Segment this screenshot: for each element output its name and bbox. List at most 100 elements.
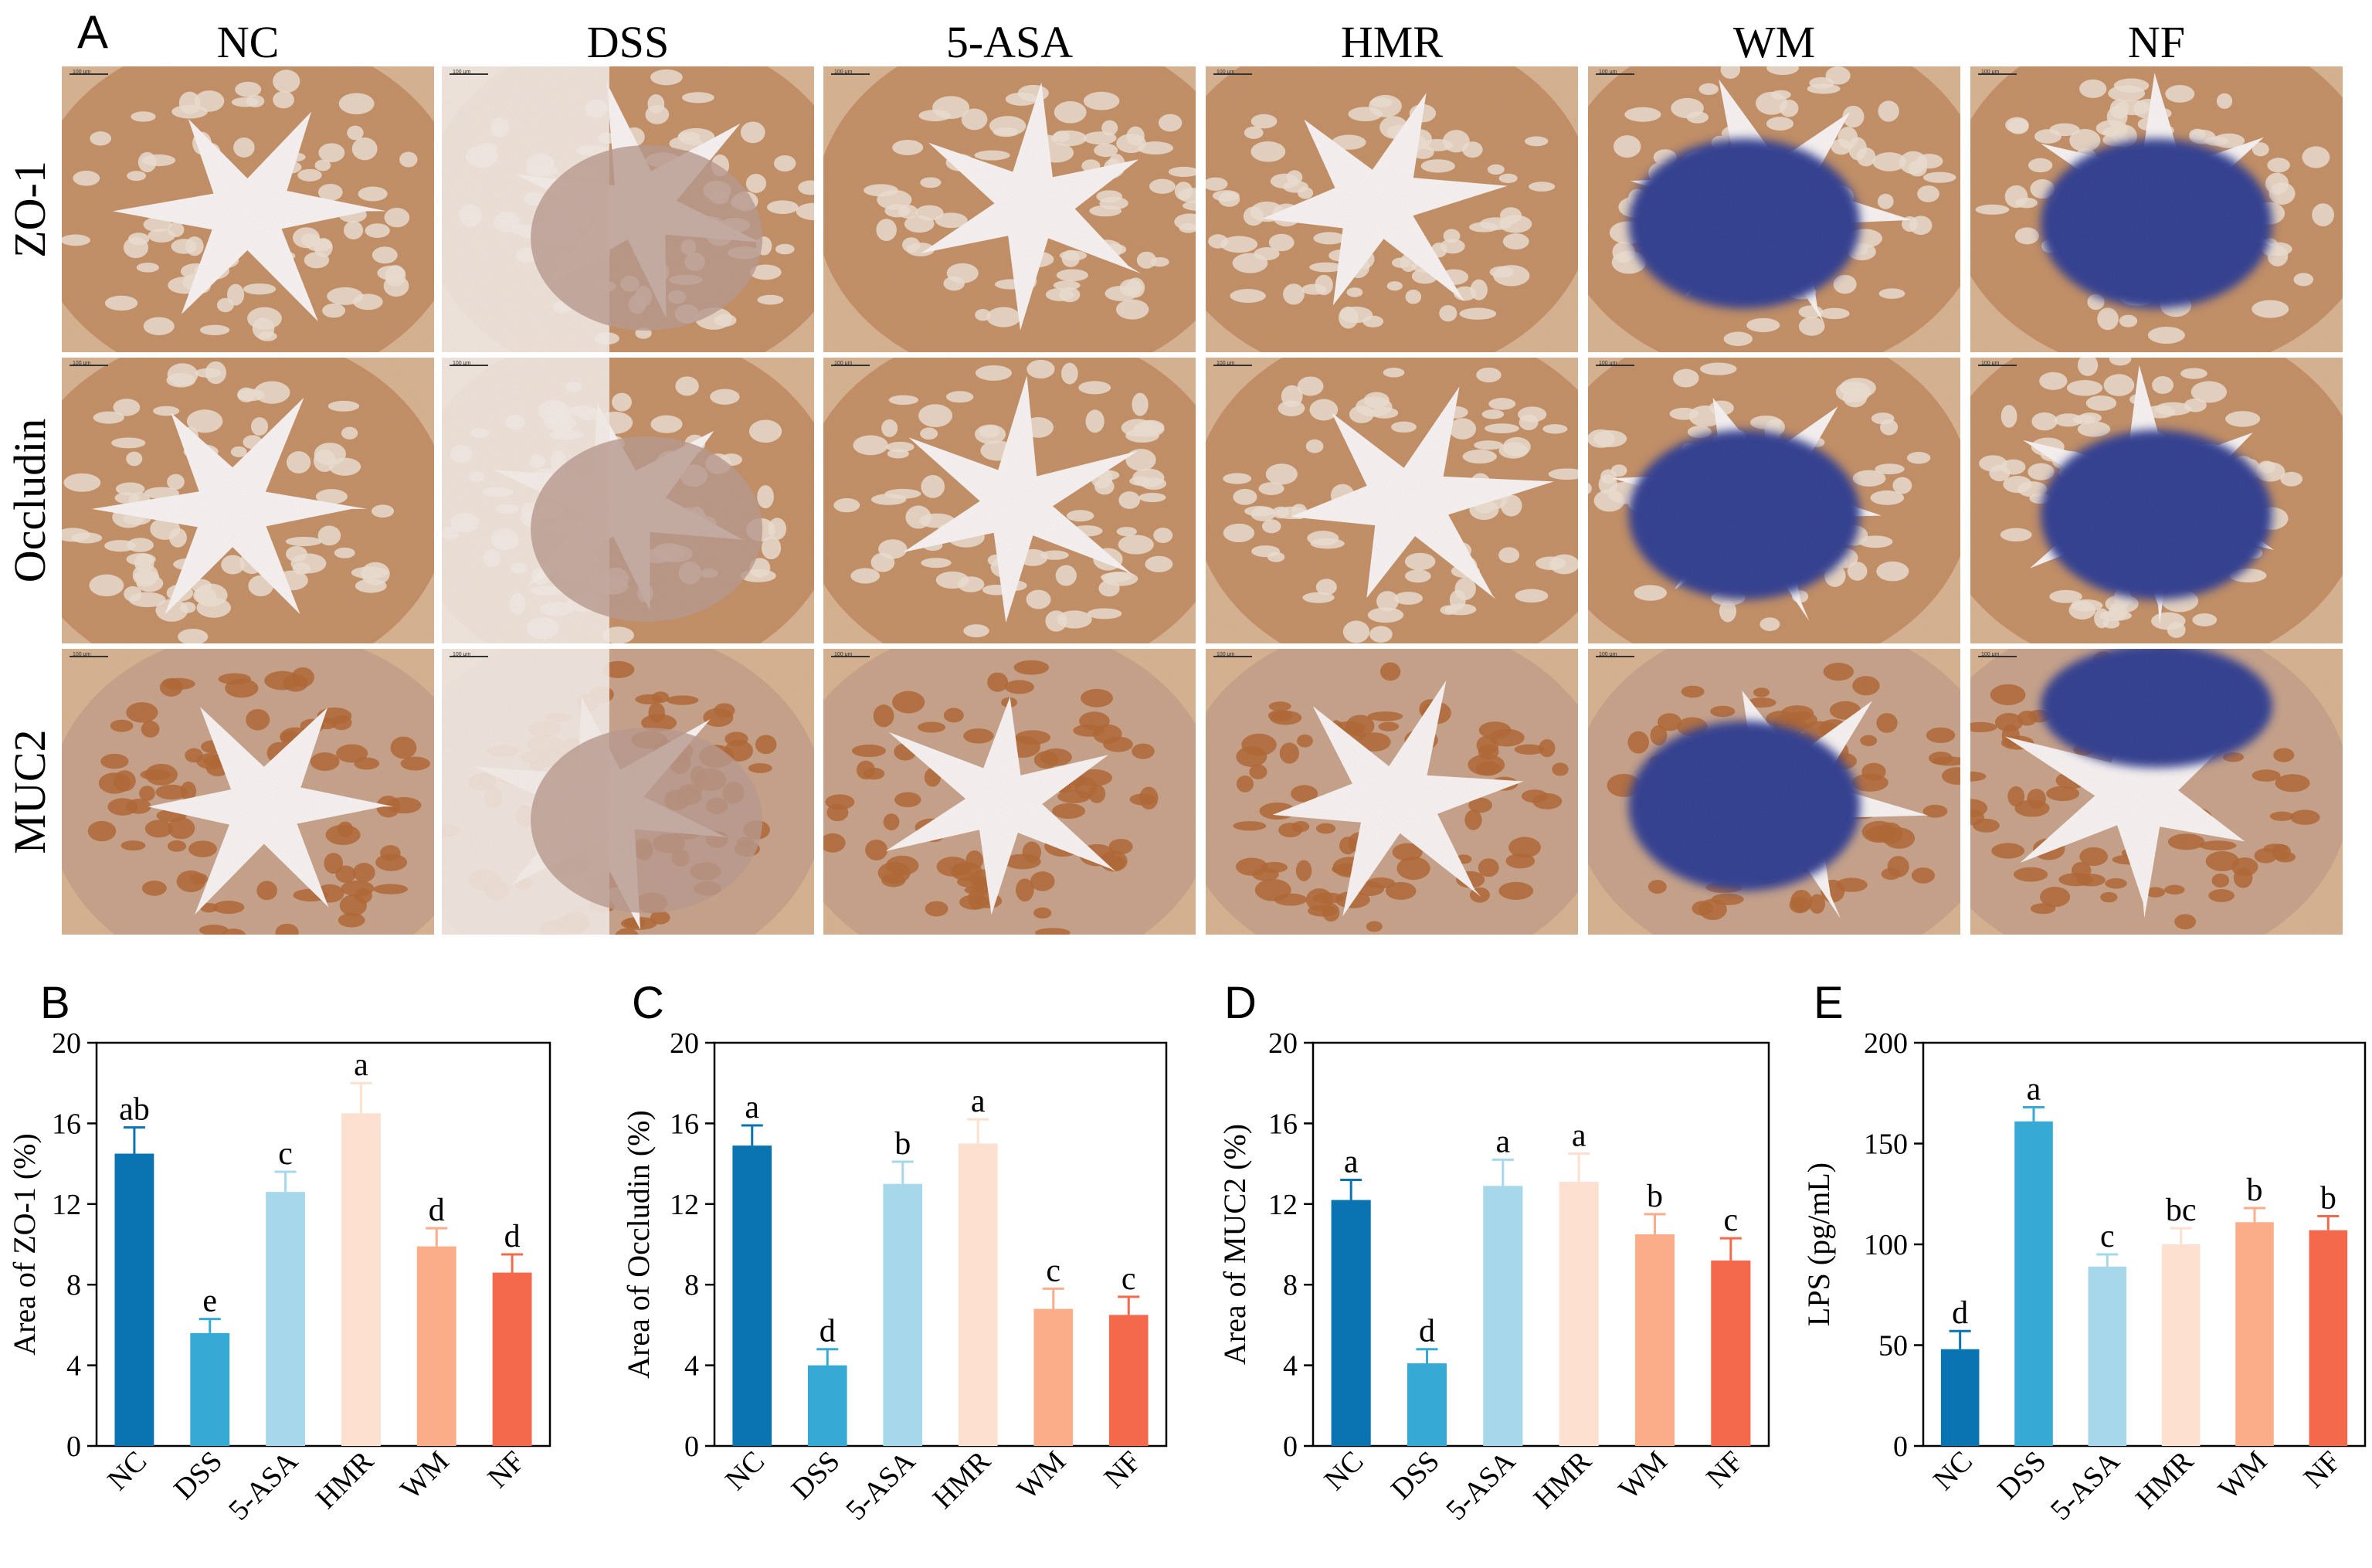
bar-5-asa — [1483, 1186, 1523, 1446]
column-header-nf: NF — [2128, 17, 2185, 67]
column-header-hmr: HMR — [1341, 17, 1443, 67]
x-tick-label-5-asa: 5-ASA — [840, 1444, 921, 1526]
chart-panel-b: B 0 4 8 12 16 20 Area of ZO-1 (%) ab NC e DSS c 5-ASA… — [7, 978, 551, 1527]
row-label-muc2: MUC2 — [5, 729, 55, 854]
bar-nf — [492, 1272, 532, 1446]
x-tick-label-hmr: HMR — [1528, 1444, 1598, 1515]
plot-frame — [1312, 1041, 1770, 1448]
y-tick-label: 16 — [1268, 1108, 1298, 1140]
y-tick-label: 16 — [670, 1108, 699, 1140]
bar-hmr — [341, 1113, 381, 1446]
bar-wm — [1033, 1308, 1074, 1446]
micrograph-muc2-nc: 100 μm — [62, 649, 434, 935]
bar-5-asa — [266, 1192, 306, 1446]
y-tick-label: 0 — [1283, 1431, 1298, 1463]
bar-nf — [1711, 1260, 1751, 1446]
scale-bar-label: 100 μm — [1599, 652, 1617, 657]
bar-dss — [190, 1332, 230, 1446]
significance-letter-5-asa: c — [2100, 1219, 2115, 1254]
significance-letter-hmr: a — [971, 1084, 986, 1119]
significance-letter-nf: c — [1724, 1203, 1739, 1238]
panel-label-a: A — [77, 6, 108, 58]
significance-letter-nc: a — [745, 1090, 759, 1125]
row-label-zo-1: ZO-1 — [5, 161, 55, 258]
x-tick-label-wm: WM — [2212, 1445, 2273, 1506]
x-tick-label-wm: WM — [395, 1445, 456, 1506]
chart-panel-d: D 0 4 8 12 16 20 Area of MUC2 (%) a NC d DSS a 5-ASA a… — [1217, 978, 1770, 1527]
bar-nc — [732, 1145, 772, 1446]
micrograph-zo-1-wm: 100 μm — [1588, 66, 1960, 352]
x-tick-label-hmr: HMR — [2129, 1444, 2200, 1515]
x-tick-label-wm: WM — [1011, 1445, 1072, 1506]
scale-bar-label: 100 μm — [834, 361, 853, 366]
y-tick-label: 20 — [52, 1027, 81, 1060]
bar-nc — [1331, 1200, 1371, 1446]
significance-letter-dss: d — [820, 1314, 836, 1349]
significance-letter-5-asa: b — [894, 1126, 911, 1162]
x-tick-label-dss: DSS — [1991, 1445, 2052, 1506]
micrograph-occludin-nc: 100 μm — [62, 358, 434, 643]
y-tick-label: 100 — [1864, 1229, 1908, 1261]
scale-bar-label: 100 μm — [1217, 652, 1235, 657]
x-tick-label-hmr: HMR — [310, 1444, 380, 1515]
bar-5-asa — [2088, 1266, 2127, 1446]
x-tick-label-nf: NF — [481, 1445, 531, 1495]
micrograph-zo-1-dss: 100 μm — [442, 66, 814, 352]
scale-bar-label: 100 μm — [73, 361, 91, 366]
plot-frame — [713, 1041, 1168, 1448]
y-axis-label: LPS (pg/mL) — [1801, 1162, 1836, 1326]
y-tick-label: 8 — [1283, 1269, 1298, 1302]
significance-letter-5-asa: a — [1496, 1124, 1511, 1159]
significance-letter-dss: a — [2027, 1072, 2041, 1108]
significance-letter-5-asa: c — [278, 1136, 293, 1172]
row-label-occludin: Occludin — [5, 419, 55, 583]
micrograph-zo-1-hmr: 100 μm — [1206, 66, 1578, 352]
significance-letter-nc: ab — [119, 1092, 150, 1128]
y-tick-label: 200 — [1864, 1027, 1908, 1060]
significance-letter-hmr: bc — [2166, 1193, 2197, 1228]
scale-bar-label: 100 μm — [1217, 70, 1235, 75]
x-tick-label-nf: NF — [2298, 1445, 2347, 1495]
y-tick-label: 0 — [684, 1431, 699, 1463]
y-tick-label: 4 — [684, 1350, 699, 1383]
bar-wm — [2235, 1222, 2274, 1446]
panel-label-d: D — [1224, 978, 1257, 1028]
bar-nf — [2309, 1230, 2348, 1446]
y-tick-label: 4 — [66, 1350, 81, 1383]
scale-bar-label: 100 μm — [453, 652, 471, 657]
bar-wm — [416, 1246, 456, 1446]
micrograph-occludin-5-asa: 100 μm — [823, 358, 1196, 643]
scale-bar-label: 100 μm — [73, 70, 91, 75]
y-tick-label: 50 — [1878, 1330, 1908, 1363]
x-tick-label-wm: WM — [1613, 1445, 1674, 1506]
y-axis-label: Area of Occludin (%) — [621, 1110, 656, 1379]
significance-letter-nc: a — [1344, 1144, 1359, 1179]
column-header-wm: WM — [1733, 17, 1815, 67]
y-tick-label: 16 — [52, 1108, 81, 1140]
micrograph-muc2-wm: 100 μm — [1588, 649, 1960, 935]
micrograph-occludin-wm: 100 μm — [1588, 358, 1960, 643]
significance-letter-wm: b — [2247, 1173, 2263, 1208]
x-tick-label-hmr: HMR — [927, 1444, 997, 1515]
x-tick-label-5-asa: 5-ASA — [2045, 1444, 2126, 1526]
scale-bar-label: 100 μm — [1981, 652, 2000, 657]
x-tick-label-nf: NF — [1700, 1445, 1749, 1495]
scale-bar-label: 100 μm — [453, 361, 471, 366]
significance-letter-wm: d — [429, 1193, 445, 1228]
y-tick-label: 8 — [66, 1269, 81, 1302]
significance-letter-wm: c — [1046, 1253, 1060, 1288]
micrograph-occludin-dss: 100 μm — [442, 358, 814, 643]
x-tick-label-nc: NC — [719, 1445, 771, 1497]
x-tick-label-dss: DSS — [168, 1445, 229, 1506]
significance-letter-wm: b — [1647, 1179, 1663, 1214]
micrograph-zo-1-nc: 100 μm — [62, 66, 434, 352]
scale-bar-label: 100 μm — [73, 652, 91, 657]
y-tick-label: 12 — [52, 1189, 81, 1221]
x-tick-label-5-asa: 5-ASA — [222, 1444, 304, 1526]
scale-bar-label: 100 μm — [1981, 70, 2000, 75]
y-tick-label: 8 — [684, 1269, 699, 1302]
scale-bar-label: 100 μm — [834, 70, 853, 75]
y-tick-label: 4 — [1283, 1350, 1298, 1383]
column-header-nc: NC — [217, 17, 280, 67]
x-tick-label-dss: DSS — [1385, 1445, 1446, 1506]
